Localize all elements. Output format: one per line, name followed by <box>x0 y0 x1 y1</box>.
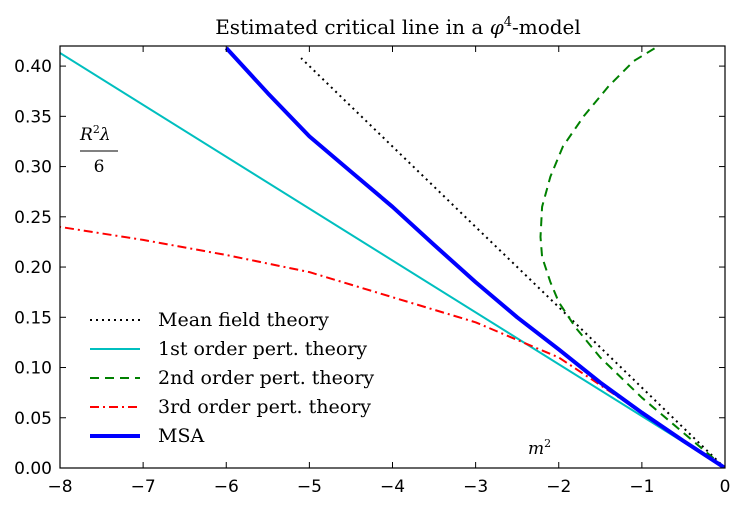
legend: Mean field theory 1st order pert. theory 2… <box>90 309 374 447</box>
svg-text:R2λ: R2λ <box>79 123 111 145</box>
legend-label: 3rd order pert. theory <box>158 396 371 418</box>
y-tick-label: 0.10 <box>14 359 52 379</box>
y-tick-label: 0.40 <box>14 57 52 77</box>
x-axis-label: m2 <box>528 437 551 459</box>
plot-area <box>60 46 725 468</box>
y-tick-label: 0.20 <box>14 258 52 278</box>
x-axis: −8 −7 −6 −5 −4 −3 −2 −1 0 <box>47 46 730 497</box>
legend-label: Mean field theory <box>158 309 329 331</box>
y-axis-label: R2λ 6 <box>79 123 118 177</box>
y-tick-label: 0.05 <box>14 409 52 429</box>
x-tick-label: −8 <box>47 477 72 497</box>
svg-text:6: 6 <box>94 157 105 177</box>
x-tick-label: −4 <box>380 477 405 497</box>
y-tick-label: 0.15 <box>14 308 52 328</box>
chart-title: Estimated critical line in a φ4-model <box>215 15 581 39</box>
x-tick-label: 0 <box>720 477 731 497</box>
y-axis: 0.00 0.05 0.10 0.15 0.20 0.25 0.30 0.35 0.40 <box>14 57 725 479</box>
series-line-5 <box>224 46 725 468</box>
x-tick-label: −1 <box>629 477 654 497</box>
y-tick-label: 0.35 <box>14 107 52 127</box>
x-tick-label: −3 <box>463 477 488 497</box>
x-tick-label: −7 <box>131 477 156 497</box>
series-line-2 <box>60 52 725 468</box>
legend-label: 1st order pert. theory <box>158 338 367 360</box>
x-tick-label: −6 <box>214 477 239 497</box>
legend-label: MSA <box>158 425 204 447</box>
y-tick-label: 0.30 <box>14 158 52 178</box>
series-line-1 <box>300 57 725 468</box>
y-tick-label: 0.25 <box>14 208 52 228</box>
svg-text:m2: m2 <box>528 437 551 459</box>
x-tick-label: −5 <box>297 477 322 497</box>
x-tick-label: −2 <box>546 477 571 497</box>
y-tick-label: 0.00 <box>14 459 52 479</box>
series-line-3 <box>539 46 725 468</box>
legend-label: 2nd order pert. theory <box>158 367 374 389</box>
